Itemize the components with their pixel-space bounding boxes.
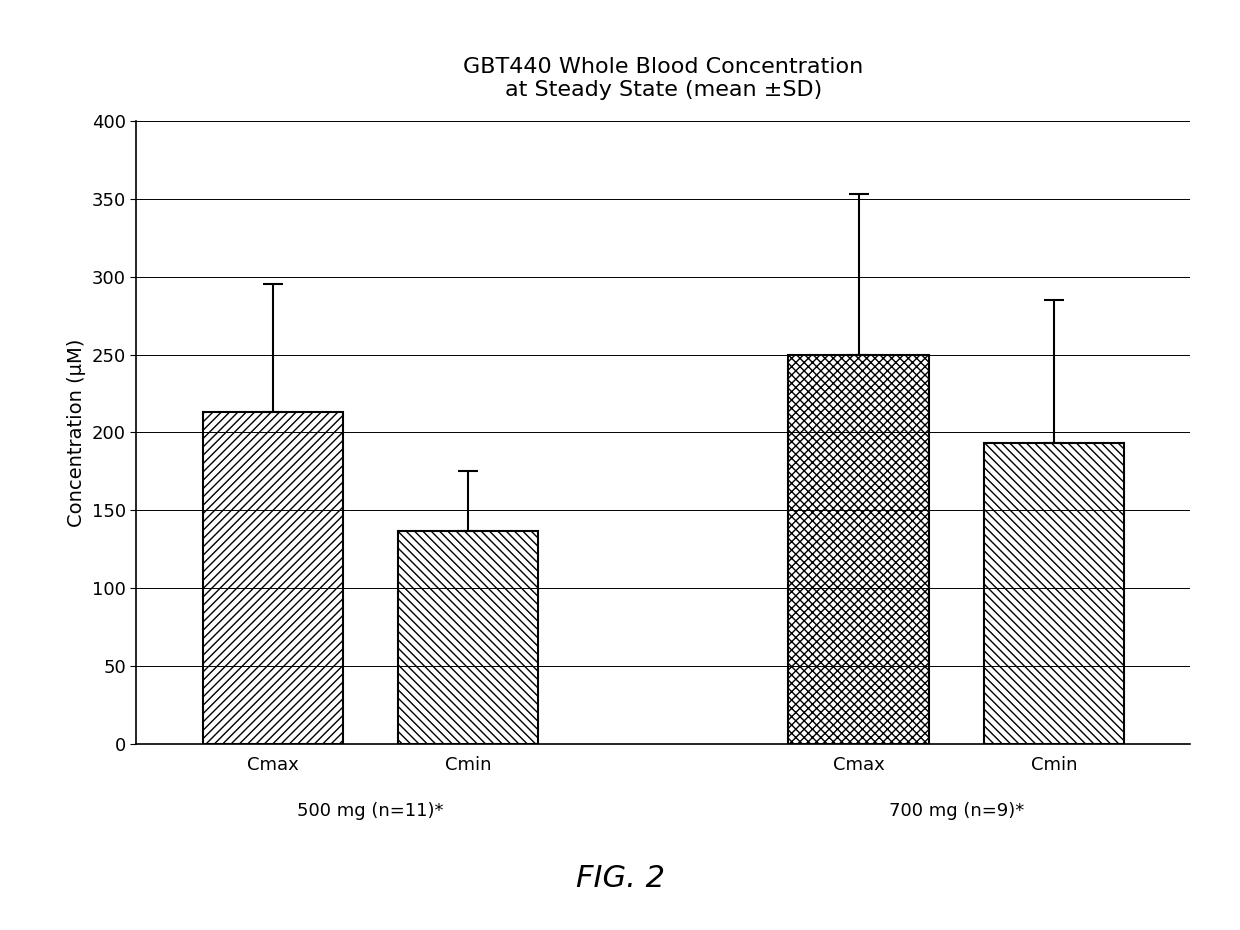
Bar bbox=[983, 444, 1123, 744]
Bar bbox=[203, 412, 343, 744]
Text: 500 mg (n=11)*: 500 mg (n=11)* bbox=[298, 803, 444, 820]
Text: 700 mg (n=9)*: 700 mg (n=9)* bbox=[889, 803, 1024, 820]
Bar bbox=[789, 354, 929, 744]
Y-axis label: Concentration (μM): Concentration (μM) bbox=[67, 339, 86, 526]
Title: GBT440 Whole Blood Concentration
at Steady State (mean ±SD): GBT440 Whole Blood Concentration at Stea… bbox=[464, 57, 863, 100]
Bar bbox=[398, 531, 538, 744]
Text: FIG. 2: FIG. 2 bbox=[575, 864, 665, 894]
